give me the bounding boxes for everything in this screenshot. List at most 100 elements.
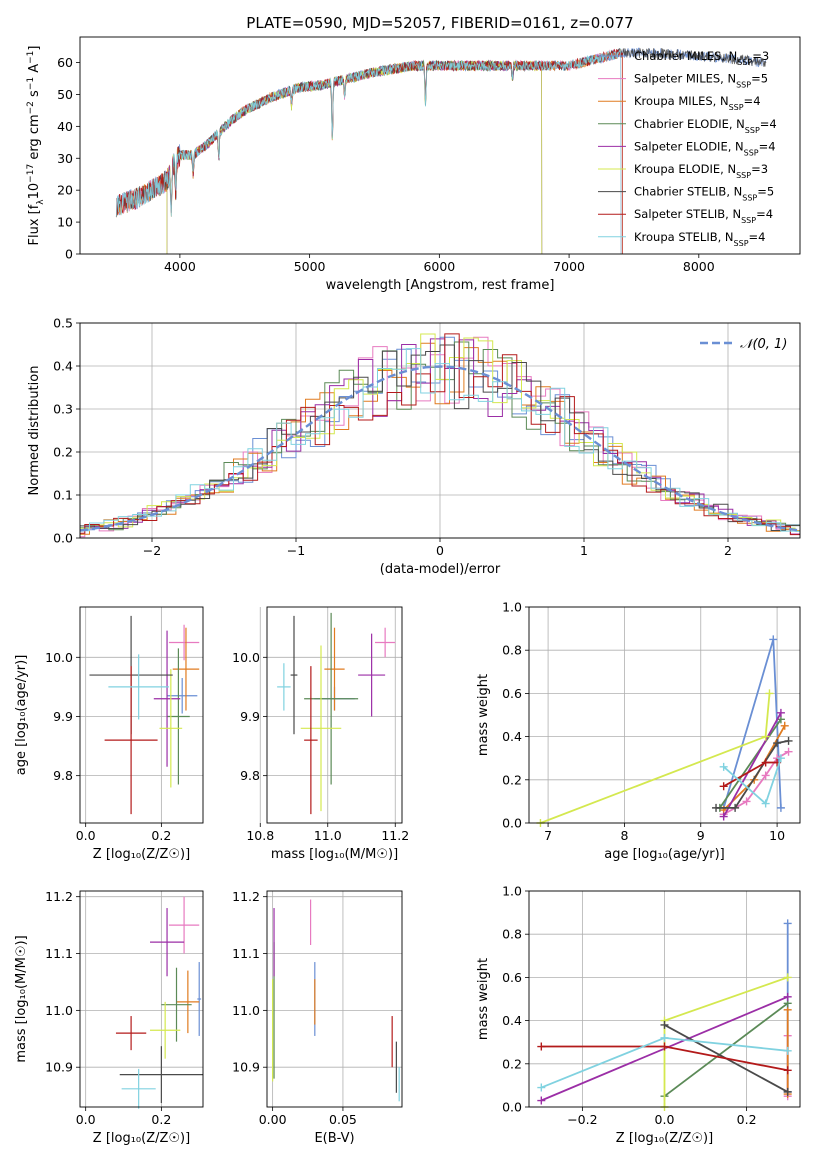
legend-eq: = bbox=[751, 72, 761, 86]
x-tick-label: 5000 bbox=[294, 259, 326, 274]
legend-series-name: Kroupa MILES bbox=[634, 94, 713, 108]
histogram-7 bbox=[80, 333, 800, 536]
axes-frame bbox=[528, 606, 801, 824]
weight-line-3 bbox=[719, 718, 782, 809]
weight-marker-0 bbox=[769, 635, 778, 644]
legend-series-name: Chabrier STELIB bbox=[634, 185, 726, 199]
legend-eq: = bbox=[760, 117, 770, 131]
legend-nssp: 4 bbox=[766, 207, 773, 221]
y-tick-label: 0.0 bbox=[502, 816, 522, 831]
x-tick-label: 0.2 bbox=[151, 828, 171, 843]
y-axis-label-part: s bbox=[27, 90, 42, 101]
weight_vs_Z-panel: −0.2 0.0 0.2 0.0 0.2 0.4 0.6 0.8 1.0 Z [log₁₀(Z/Z… bbox=[476, 884, 801, 1146]
legend-series-name: Salpeter MILES bbox=[634, 72, 720, 86]
legend-eq: = bbox=[744, 94, 754, 108]
legend-n: , N bbox=[725, 207, 741, 221]
x-axis-label: (data-model)/error bbox=[380, 562, 501, 577]
x-tick-label: 0.00 bbox=[259, 1112, 287, 1127]
histogram-3 bbox=[80, 341, 800, 531]
legend-n: , N bbox=[713, 94, 729, 108]
weight-marker-7 bbox=[719, 782, 728, 791]
x-axis-label: age [log₁₀(age/yr)] bbox=[604, 847, 725, 862]
legend-eq: = bbox=[749, 230, 759, 244]
mass_vs_ebv-panel: 0.00 0.05 10.9 11.0 11.1 11.2 E(B-V) bbox=[232, 889, 403, 1146]
legend-label-6: Chabrier STELIB, NSSP=5 bbox=[634, 185, 774, 203]
legend-ssp: SSP bbox=[745, 125, 760, 134]
x-axis-label: wavelength [Angstrom, rest frame] bbox=[326, 278, 555, 293]
x-tick-label: 0 bbox=[436, 543, 444, 558]
x-axis-label: Z [log₁₀(Z/Z☉)] bbox=[93, 1131, 190, 1146]
legend-ssp: SSP bbox=[736, 80, 751, 89]
chart-root: 4000 5000 6000 7000 80000102030405060wavelen… bbox=[14, 14, 801, 1146]
x-tick-label: −2 bbox=[143, 543, 161, 558]
legend-label-1: Salpeter MILES, NSSP=5 bbox=[634, 72, 768, 90]
legend-ssp: SSP bbox=[744, 148, 759, 157]
legend-series-name: Chabrier ELODIE bbox=[634, 117, 729, 131]
y-tick-label: 0.2 bbox=[502, 772, 522, 787]
x-tick-label: 2 bbox=[724, 543, 732, 558]
y-axis-label-part: 10 bbox=[27, 183, 42, 200]
y-tick-label: 11.2 bbox=[232, 889, 260, 904]
x-axis-label: Z [log₁₀(Z/Z☉)] bbox=[93, 847, 190, 862]
legend-nssp: 3 bbox=[761, 162, 768, 176]
legend-nssp: 4 bbox=[758, 230, 765, 244]
y-tick-label: 0.8 bbox=[502, 643, 522, 658]
y-tick-label: 0.4 bbox=[53, 359, 73, 374]
y-tick-label: 30 bbox=[57, 151, 73, 166]
y-tick-label: 0.2 bbox=[53, 445, 73, 460]
weight-marker-0 bbox=[783, 919, 792, 928]
y-tick-label: 9.9 bbox=[53, 709, 73, 724]
x-tick-label: 1 bbox=[580, 543, 588, 558]
legend-n: , N bbox=[720, 72, 736, 86]
y-tick-label: 40 bbox=[57, 119, 73, 134]
weight-marker-1 bbox=[761, 771, 770, 780]
y-axis-label: age [log₁₀(age/yr)] bbox=[14, 655, 29, 776]
spectrum-panel: 4000 5000 6000 7000 8000 0 10 20 30 40 50 60 wavelen… bbox=[26, 14, 801, 293]
y-tick-label: 11.2 bbox=[45, 889, 73, 904]
histogram-8 bbox=[80, 348, 800, 532]
legend-nssp: 5 bbox=[761, 72, 768, 86]
legend-eq: = bbox=[752, 49, 762, 63]
y-tick-label: 0.1 bbox=[53, 488, 73, 503]
y-tick-label: 10 bbox=[57, 215, 73, 230]
weight-marker-6 bbox=[783, 1087, 792, 1096]
y-axis-label: Flux [fλ10−17 erg cm−2 s−1 A−1] bbox=[26, 46, 46, 246]
axes-frame bbox=[79, 36, 801, 255]
weight-line-4 bbox=[722, 712, 782, 817]
legend-eq: = bbox=[751, 162, 761, 176]
weight-marker-6 bbox=[712, 803, 721, 812]
y-tick-label: 50 bbox=[57, 87, 73, 102]
age_vs_mass-panel: 10.8 11.0 11.2 9.8 9.9 10.0 mass [log₁₀(M/M☉)] bbox=[232, 606, 409, 862]
y-tick-label: 10.9 bbox=[45, 1060, 73, 1075]
x-tick-label: 6000 bbox=[423, 259, 455, 274]
legend-series-name: Chabrier MILES bbox=[634, 49, 721, 63]
weight-marker-7 bbox=[783, 1066, 792, 1075]
legend-series-name: Kroupa STELIB bbox=[634, 230, 718, 244]
y-tick-label: 60 bbox=[57, 55, 73, 70]
x-tick-label: 10.8 bbox=[246, 828, 274, 843]
weight_vs_age-panel: 7 8 9 10 0.0 0.2 0.4 0.6 0.8 1.0 age [log₁₀(age/yr… bbox=[476, 600, 801, 862]
weight-marker-8 bbox=[776, 754, 785, 763]
legend-series-name: Kroupa ELODIE bbox=[634, 162, 720, 176]
weight-line-3 bbox=[663, 1002, 789, 1097]
y-axis-label-part: Flux [f bbox=[27, 204, 42, 245]
y-tick-label: 11.0 bbox=[45, 1003, 73, 1018]
legend-n: , N bbox=[729, 117, 745, 131]
x-tick-label: 0.2 bbox=[737, 1112, 757, 1127]
legend-label-5: Kroupa ELODIE, NSSP=3 bbox=[634, 162, 768, 180]
y-tick-label: 0.4 bbox=[502, 729, 522, 744]
y-tick-label: 0.3 bbox=[53, 402, 73, 417]
x-tick-label: 9 bbox=[697, 828, 705, 843]
y-tick-label: 0.8 bbox=[502, 927, 522, 942]
normal-curve bbox=[79, 365, 801, 532]
weight-marker-6 bbox=[660, 1020, 669, 1029]
y-axis-label-part: −1 bbox=[26, 51, 36, 64]
axes-frame bbox=[266, 606, 403, 824]
weight-marker-8 bbox=[761, 799, 770, 808]
axes-frame bbox=[79, 322, 801, 539]
histogram-6 bbox=[80, 344, 800, 531]
y-tick-label: 1.0 bbox=[502, 600, 522, 615]
y-tick-label: 0.5 bbox=[53, 316, 73, 331]
weight-marker-8 bbox=[537, 1083, 546, 1092]
